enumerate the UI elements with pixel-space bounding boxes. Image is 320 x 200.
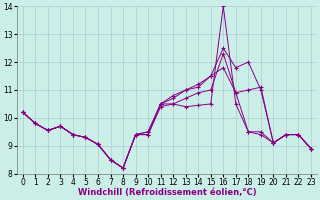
X-axis label: Windchill (Refroidissement éolien,°C): Windchill (Refroidissement éolien,°C) — [77, 188, 256, 197]
